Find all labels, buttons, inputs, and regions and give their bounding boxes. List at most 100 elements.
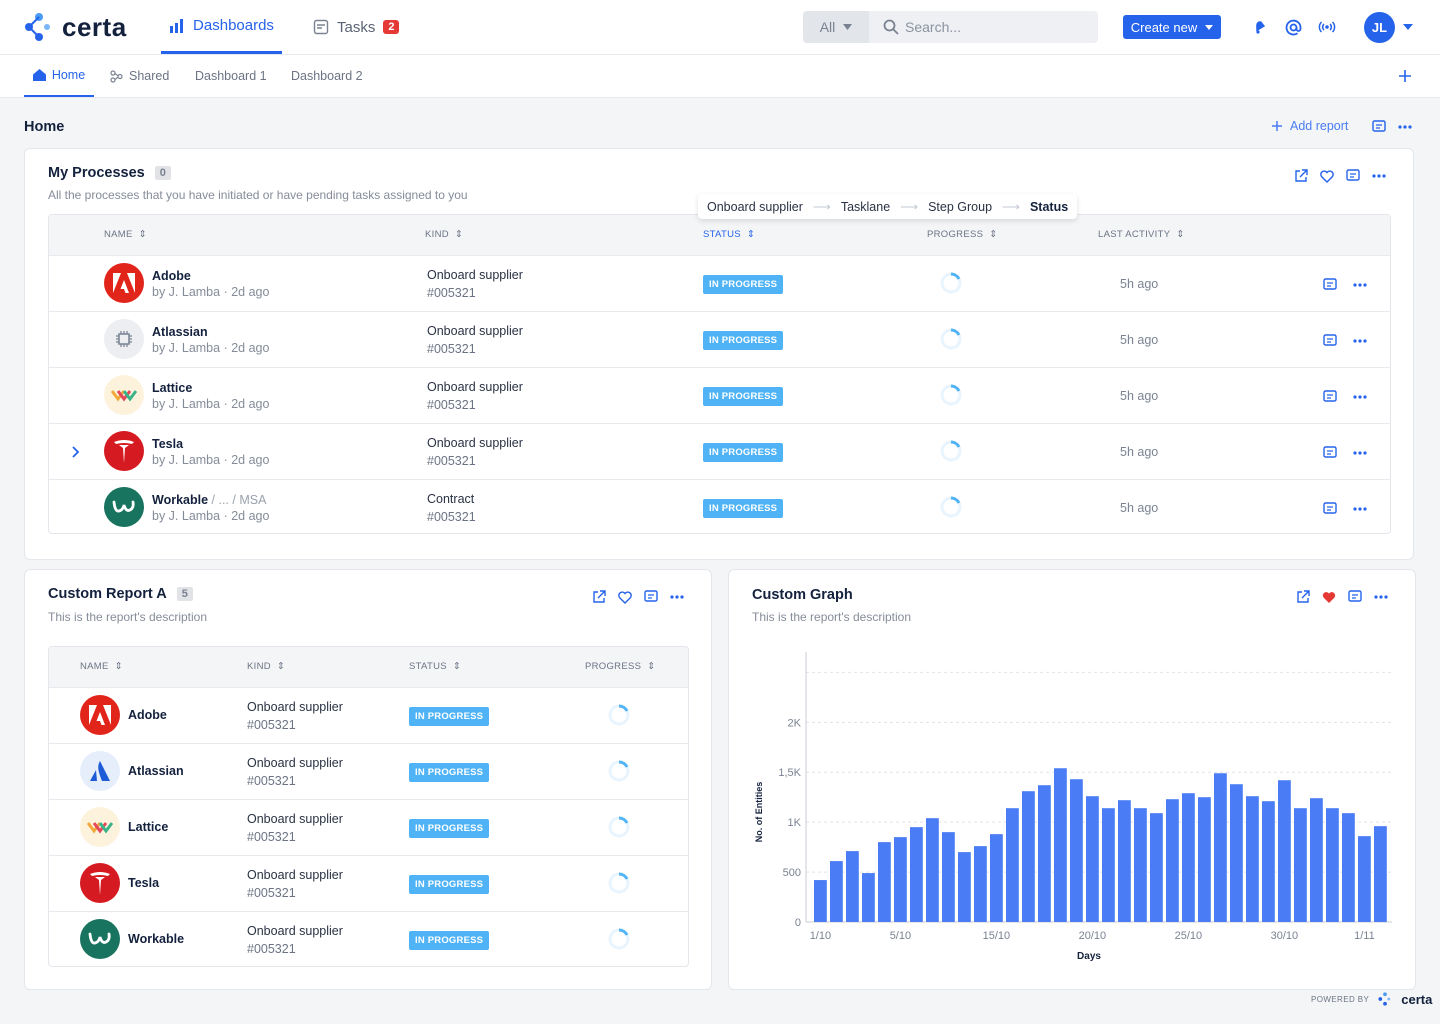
tasks-count-badge: 2 xyxy=(383,20,400,34)
share-icon xyxy=(110,69,123,83)
arrow-right-icon: ⟶ xyxy=(812,200,831,214)
tab-tasks[interactable]: Tasks 2 xyxy=(313,0,400,54)
table-row[interactable]: Atlassian by J. Lamba · 2d ago Onboard s… xyxy=(49,311,1390,367)
row-name[interactable]: Adobe xyxy=(128,708,167,722)
subtab-dashboard-1[interactable]: Dashboard 1 xyxy=(195,55,267,97)
table-row[interactable]: Tesla by J. Lamba · 2d ago Onboard suppl… xyxy=(49,423,1390,479)
add-tab-icon[interactable] xyxy=(1399,70,1411,82)
col-kind[interactable]: KIND ⇕ xyxy=(247,661,285,672)
col-status-label: STATUS xyxy=(409,661,447,672)
company-logo-icon xyxy=(80,863,120,903)
row-actions xyxy=(1322,277,1368,293)
add-report-button[interactable]: Add report xyxy=(1272,119,1348,133)
more-icon[interactable] xyxy=(1352,501,1368,517)
col-kind-label: KIND xyxy=(247,661,271,672)
breadcrumb-item[interactable]: Step Group xyxy=(928,199,993,214)
broadcast-icon[interactable] xyxy=(1317,17,1337,37)
tab-dashboards[interactable]: Dashboards xyxy=(161,0,282,54)
open-external-icon[interactable] xyxy=(1295,589,1311,605)
search-input[interactable] xyxy=(905,19,1095,35)
breadcrumb-item[interactable]: Onboard supplier xyxy=(707,199,803,214)
row-name[interactable]: Atlassian xyxy=(152,325,208,339)
bar xyxy=(1342,813,1355,922)
more-icon[interactable] xyxy=(669,589,685,605)
create-new-button[interactable]: Create new xyxy=(1123,15,1221,39)
table-row[interactable]: Workable / ... / MSA by J. Lamba · 2d ag… xyxy=(49,479,1390,533)
logo-text: certa xyxy=(62,11,127,42)
col-kind[interactable]: KIND ⇕ xyxy=(425,229,463,240)
row-name[interactable]: Tesla xyxy=(152,437,184,451)
comment-icon[interactable] xyxy=(1322,389,1338,405)
more-icon[interactable] xyxy=(1373,589,1389,605)
row-name[interactable]: Lattice xyxy=(152,381,193,395)
col-status[interactable]: STATUS ⇕ xyxy=(409,661,461,672)
more-icon[interactable] xyxy=(1352,445,1368,461)
table-row[interactable]: Adobe by J. Lamba · 2d ago Onboard suppl… xyxy=(49,255,1390,311)
bar xyxy=(814,880,827,922)
row-name[interactable]: Adobe xyxy=(152,269,191,283)
breadcrumb-item[interactable]: Tasklane xyxy=(840,199,891,214)
tab-dashboards-label: Dashboards xyxy=(193,17,274,34)
comment-icon[interactable] xyxy=(1347,589,1363,605)
table-row[interactable]: Atlassian Onboard supplier #005321 IN PRO… xyxy=(49,743,688,799)
comment-icon[interactable] xyxy=(1322,277,1338,293)
col-progress[interactable]: PROGRESS ⇕ xyxy=(585,661,656,672)
create-new-label: Create new xyxy=(1130,19,1198,35)
row-name[interactable]: Atlassian xyxy=(128,764,184,778)
progress-ring-icon xyxy=(940,328,962,350)
col-name[interactable]: NAME ⇕ xyxy=(80,661,123,672)
table-row[interactable]: Workable Onboard supplier #005321 IN PROG… xyxy=(49,911,688,966)
more-icon[interactable] xyxy=(1371,168,1387,184)
comment-icon[interactable] xyxy=(643,589,659,605)
open-external-icon[interactable] xyxy=(591,589,607,605)
company-logo-icon xyxy=(104,431,144,471)
table-row[interactable]: Adobe Onboard supplier #005321 IN PROGRES… xyxy=(49,687,688,743)
more-icon[interactable] xyxy=(1352,277,1368,293)
more-icon[interactable] xyxy=(1352,333,1368,349)
col-status[interactable]: STATUS ⇕ xyxy=(703,229,755,240)
col-name[interactable]: NAME ⇕ xyxy=(104,229,147,240)
bar xyxy=(1182,793,1195,922)
table-row[interactable]: Lattice Onboard supplier #005321 IN PROGR… xyxy=(49,799,688,855)
comment-icon[interactable] xyxy=(1322,333,1338,349)
col-name-label: NAME xyxy=(104,229,133,240)
table-row[interactable]: Lattice by J. Lamba · 2d ago Onboard sup… xyxy=(49,367,1390,423)
expand-chevron-icon[interactable] xyxy=(72,446,80,458)
comment-icon[interactable] xyxy=(1372,120,1386,134)
more-icon[interactable] xyxy=(1398,125,1412,129)
bar xyxy=(1294,808,1307,922)
favorite-icon[interactable] xyxy=(1319,168,1335,184)
subtab-dashboard-2[interactable]: Dashboard 2 xyxy=(291,55,363,97)
comment-icon[interactable] xyxy=(1345,168,1361,184)
user-avatar[interactable]: JL xyxy=(1364,12,1395,43)
subtab-home[interactable]: Home xyxy=(24,55,94,97)
graph-title: Custom Graph xyxy=(752,587,853,603)
more-icon[interactable] xyxy=(1352,389,1368,405)
avatar-caret-icon[interactable] xyxy=(1403,24,1413,30)
col-last-activity[interactable]: LAST ACTIVITY ⇕ xyxy=(1098,229,1185,240)
mentions-icon[interactable] xyxy=(1283,17,1303,37)
favorite-icon[interactable] xyxy=(617,589,633,605)
favorite-filled-icon[interactable] xyxy=(1321,589,1337,605)
row-name[interactable]: Tesla xyxy=(128,876,160,890)
sort-icon: ⇕ xyxy=(452,661,462,672)
col-progress[interactable]: PROGRESS ⇕ xyxy=(927,229,998,240)
open-external-icon[interactable] xyxy=(1293,168,1309,184)
comment-icon[interactable] xyxy=(1322,445,1338,461)
home-icon xyxy=(32,69,46,81)
row-name[interactable]: Lattice xyxy=(128,820,169,834)
comment-icon[interactable] xyxy=(1322,501,1338,517)
company-logo-icon xyxy=(104,487,144,527)
bar xyxy=(830,861,843,922)
subtab-shared[interactable]: Shared xyxy=(110,55,169,97)
row-name[interactable]: Workable xyxy=(128,932,185,946)
notifications-icon[interactable] xyxy=(1250,17,1270,37)
x-tick-label: 1/10 xyxy=(810,930,831,942)
certa-logo[interactable]: certa xyxy=(22,10,127,44)
page-title: Home xyxy=(24,119,65,135)
row-name[interactable]: Workable / ... / MSA xyxy=(152,493,267,507)
table-row[interactable]: Tesla Onboard supplier #005321 IN PROGRES… xyxy=(49,855,688,911)
search-filter-dropdown[interactable]: All xyxy=(803,11,869,43)
report-title-wrap: Custom Report A 5 xyxy=(48,586,193,602)
progress-ring-icon xyxy=(940,496,962,518)
